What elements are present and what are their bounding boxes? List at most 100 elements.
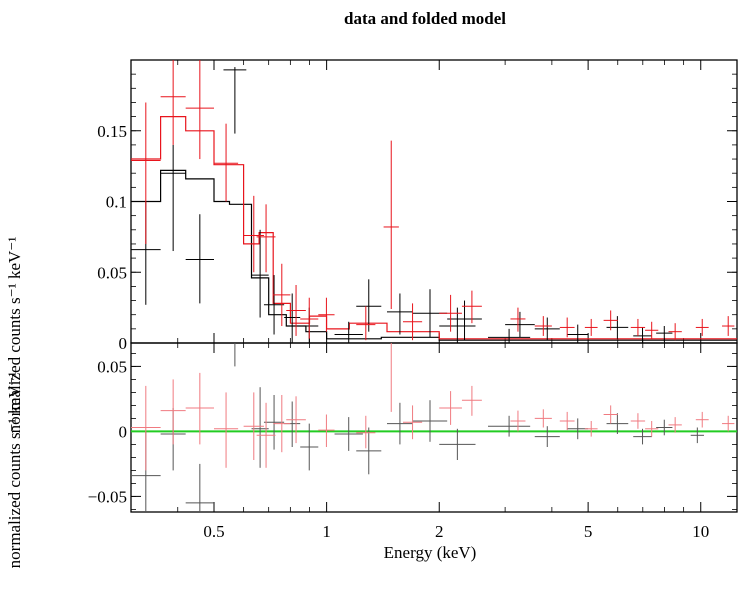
data-point [439,294,462,332]
data-point [488,415,531,437]
data-point [386,402,413,445]
panel-top: 0 0.05 0.1 0.15 [97,59,738,353]
data-point [695,411,709,428]
data-point [606,413,629,434]
data-point [356,415,376,449]
data-point [439,428,476,460]
data-point [695,318,709,336]
y-tick-label: −0.05 [88,487,127,506]
data-point [633,327,652,343]
data-point [213,392,239,468]
data-point [722,316,735,336]
y-tick-label: 0.1 [106,193,127,212]
data-point [534,316,552,336]
data-point [603,310,618,331]
data-point [284,401,301,447]
data-point [300,423,319,471]
data-point [656,326,673,342]
data-point [510,307,526,332]
data-point [386,293,413,335]
data-point [668,417,682,433]
data-point [630,318,646,336]
y-tick-label: 0.15 [97,122,127,141]
data-point [273,263,291,327]
data-point [185,463,214,512]
data-point [534,317,560,341]
data-point [488,328,531,343]
data-point [213,123,239,202]
x-tick-label: 5 [584,522,593,541]
data-point [243,195,264,273]
data-point [251,229,269,318]
data-point [447,300,482,341]
data-point [567,418,589,440]
y-tick-label: 0 [119,422,128,441]
data-point [584,421,598,437]
x-tick-label: 10 [692,522,709,541]
data-point [559,411,575,431]
y-axis-label-top: normalized counts s⁻¹ keV⁻¹ [5,237,24,434]
model-step-line-1 [131,116,737,340]
data-point [603,405,618,424]
data-point [630,413,646,429]
data-point [263,395,285,450]
data-point [412,400,448,442]
data-point [633,428,652,445]
data-point [606,316,629,339]
x-axis-label: Energy (keV) [384,543,477,562]
panel-bottom: −0.05 0 0.05 [88,342,738,513]
plot-frame-bottom [130,342,738,513]
data-point [131,385,161,471]
y-tick-label: 0 [119,334,128,353]
data-point [160,379,186,445]
data-point [383,140,399,310]
data-point [256,204,276,273]
data-point [300,297,319,339]
x-tick-label: 2 [435,522,444,541]
data-point [223,67,247,134]
data-point [645,321,659,339]
y-tick-label: 0.05 [97,263,127,282]
model-step-line-0 [131,169,737,341]
data-point [334,321,363,343]
data-point [263,275,285,335]
data-point [510,410,526,432]
y-axis-label-bottom: normalized counts s⁻¹ keV⁻¹ [5,372,24,569]
x-tick-label: 0.5 [203,522,224,541]
data-point [256,402,276,468]
data-point [273,395,291,453]
data-point [461,290,482,324]
data-point [356,306,376,341]
data-point [534,426,560,447]
data-point [402,303,423,341]
data-point [356,427,382,475]
data-point [584,318,598,336]
data-point [645,421,659,437]
data-point [439,391,462,425]
data-point [185,60,214,160]
data-point [461,385,482,416]
data-point [559,317,575,338]
chart-title: data and folded model [344,9,506,28]
data-point [722,415,735,432]
data-point [668,323,682,341]
data-point [334,417,363,451]
x-tick-label: 1 [322,522,331,541]
data-point [567,324,589,343]
data-point [505,311,535,338]
data-point [286,396,306,444]
data-point [318,297,335,332]
data-point [131,102,161,244]
data-point [160,60,186,145]
data-point [690,427,704,444]
data-point [286,284,306,336]
data-point [284,293,301,343]
data-point [534,409,552,428]
data-point [160,144,186,252]
data-point [656,419,673,436]
data-point [185,214,214,304]
data-point [356,279,382,332]
data-point [243,392,264,460]
